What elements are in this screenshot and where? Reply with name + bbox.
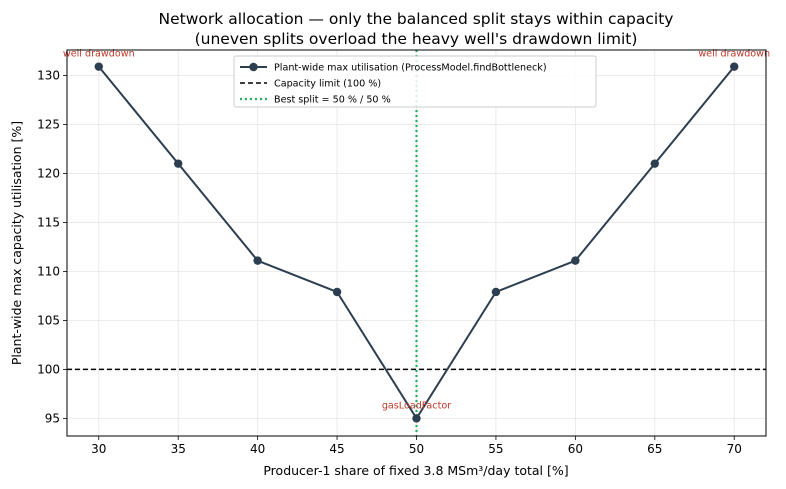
x-axis-ticks: 30 35 40 45 50 55 60 65 70 [91, 436, 742, 456]
y-tick-label-110: 110 [37, 264, 60, 278]
legend-label-capacity-limit: Capacity limit (100 %) [274, 79, 381, 90]
reference-lines [67, 50, 766, 436]
annotation-0: well drawdown [63, 49, 135, 60]
x-tick-label-35: 35 [171, 442, 186, 456]
x-axis-label: Producer-1 share of fixed 3.8 MSm³/day t… [263, 463, 568, 478]
x-tick-label-65: 65 [647, 442, 662, 456]
legend: Plant-wide max utilisation (ProcessModel… [233, 55, 597, 108]
legend-label-best-split: Best split = 50 % / 50 % [274, 95, 391, 106]
y-tick-label-120: 120 [37, 166, 60, 180]
data-point-40 [253, 256, 262, 265]
x-tick-label-60: 60 [568, 442, 583, 456]
legend-marker-utilisation [249, 62, 258, 72]
y-axis-label: Plant-wide max capacity utilisation [%] [9, 121, 24, 365]
data-point-35 [174, 159, 183, 168]
annotation-1: gasLoadFactor [382, 400, 451, 411]
data-point-70 [730, 62, 739, 71]
x-tick-label-40: 40 [250, 442, 265, 456]
data-point-50 [412, 414, 421, 423]
data-point-45 [332, 287, 342, 297]
annotation-2: well drawdown [698, 49, 770, 60]
data-point-65 [650, 159, 659, 168]
legend-label-utilisation: Plant-wide max utilisation (ProcessModel… [274, 63, 547, 74]
y-tick-label-130: 130 [37, 68, 60, 82]
y-axis-ticks: 95 100 105 110 115 120 125 130 [37, 68, 67, 425]
y-tick-label-95: 95 [45, 411, 60, 425]
legend-box [233, 55, 597, 108]
x-tick-label-50: 50 [409, 442, 424, 456]
y-tick-label-100: 100 [37, 362, 60, 376]
annotations: well drawdown gasLoadFactor well drawdown [63, 49, 770, 412]
x-tick-label-70: 70 [727, 442, 742, 456]
data-point-55 [491, 287, 501, 297]
y-tick-label-125: 125 [37, 117, 60, 131]
data-point-60 [571, 256, 580, 265]
y-tick-label-115: 115 [37, 215, 60, 229]
series-layer [94, 62, 739, 423]
x-tick-label-55: 55 [488, 442, 503, 456]
chart-subtitle: (uneven splits overload the heavy well's… [195, 30, 638, 48]
chart-title: Network allocation — only the balanced s… [159, 10, 674, 28]
x-tick-label-45: 45 [329, 442, 344, 456]
y-tick-label-105: 105 [37, 313, 60, 327]
grid [67, 50, 766, 436]
data-point-30 [94, 62, 103, 71]
x-tick-label-30: 30 [91, 442, 106, 456]
